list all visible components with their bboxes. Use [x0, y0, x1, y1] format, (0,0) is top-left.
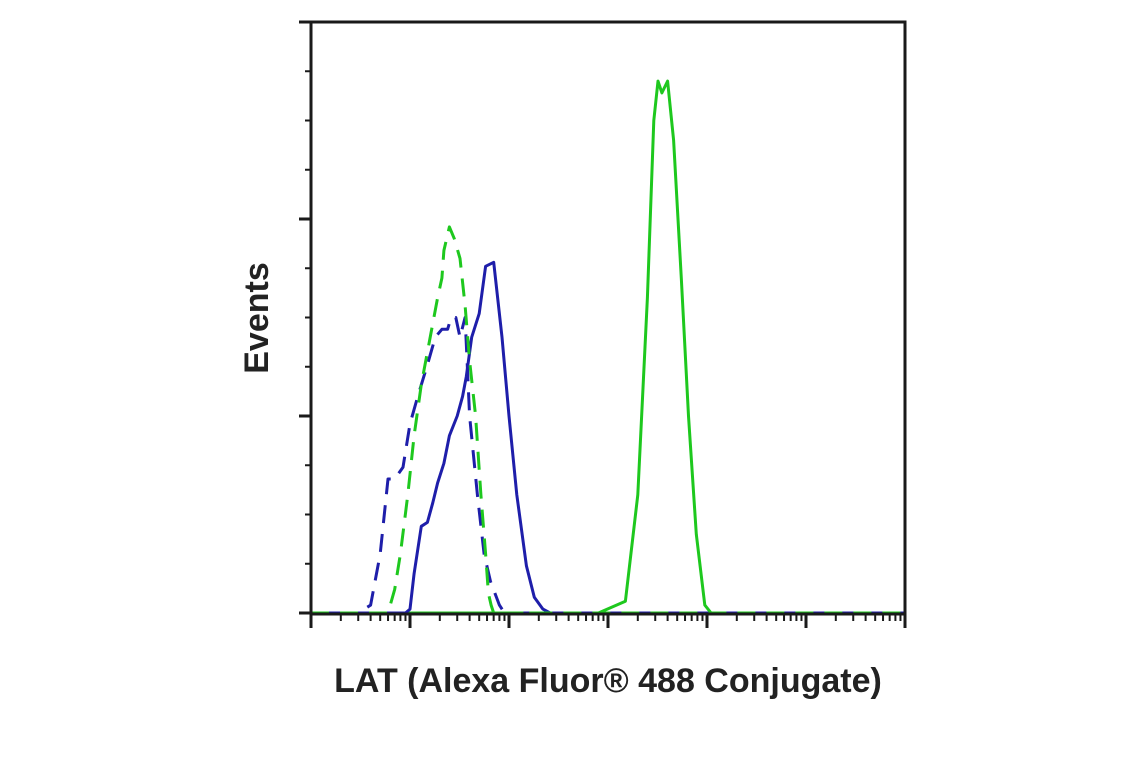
series-line-3-dashed — [311, 316, 905, 615]
series-line-1-solid — [311, 79, 905, 615]
series-layer — [311, 79, 905, 615]
series-line-2-solid — [311, 260, 905, 615]
series-line-4-dashed — [311, 225, 905, 615]
axis-ticks — [299, 20, 907, 628]
axes — [309, 20, 907, 616]
y-axis-title: Events — [238, 262, 276, 374]
x-axis-title: LAT (Alexa Fluor® 488 Conjugate) — [334, 662, 882, 700]
plot-frame — [309, 20, 907, 616]
